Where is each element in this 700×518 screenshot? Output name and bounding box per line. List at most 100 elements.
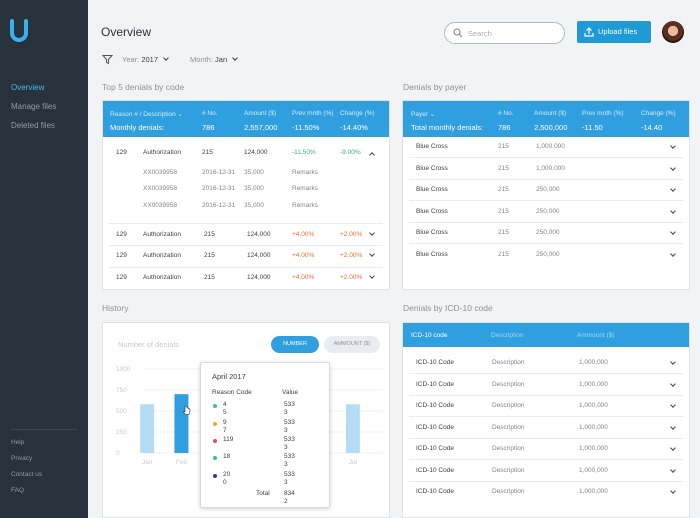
chevron-down-icon[interactable]: [670, 423, 676, 430]
payer-header: Payer ⌄ # No. Amount ($) Prev mnth (%) C…: [403, 101, 689, 137]
chevron-down-icon: [232, 55, 239, 61]
tooltip-col-code: Reason Code: [212, 389, 252, 396]
total-prev: -11.50%: [292, 123, 320, 132]
icd-code: ICD-10 Code: [416, 380, 454, 388]
search-input[interactable]: [468, 27, 558, 39]
chevron-down-icon[interactable]: [670, 186, 676, 192]
nav-overview[interactable]: Overview: [11, 83, 45, 92]
chevron-down-icon[interactable]: [369, 251, 375, 257]
tooltip-code: 20 0: [223, 471, 231, 486]
nav-manage-files[interactable]: Manage files: [11, 102, 57, 111]
payer-no: 215: [498, 229, 509, 236]
upload-files-label: Upload files: [598, 27, 638, 36]
divider: [409, 459, 683, 460]
icd-amount: 1,000,000: [579, 380, 608, 388]
col-payer-sort[interactable]: Payer ⌄: [411, 111, 436, 118]
chevron-down-icon: [163, 55, 169, 61]
total-amount: 2,557,000: [244, 123, 278, 132]
tooltip-value: 533 3: [284, 453, 295, 468]
filter-icon[interactable]: [101, 54, 114, 67]
payer-name: Blue Cross: [416, 229, 448, 236]
icd-header: ICD-10 code Description Ammount ($): [403, 323, 689, 347]
y-tick-label: 500: [116, 408, 127, 415]
payer-no: 215: [498, 207, 509, 215]
payer-no: 215: [498, 143, 509, 150]
y-tick-label: 1000: [116, 366, 131, 373]
chevron-down-icon[interactable]: [670, 402, 676, 408]
divider: [109, 267, 383, 268]
chevron-down-icon[interactable]: [670, 488, 676, 494]
bar-jul[interactable]: [345, 404, 360, 453]
divider: [409, 394, 683, 396]
col-reason-sort[interactable]: Reason # / Description ⌄: [110, 111, 184, 118]
tooltip-value: 533 3: [284, 436, 295, 451]
total-no: 786: [202, 123, 215, 132]
toggle-amount-button[interactable]: AMMOUNT ($): [324, 336, 380, 353]
search-box[interactable]: [444, 22, 565, 44]
payer-name: Blue Cross: [416, 207, 448, 215]
chevron-down-icon[interactable]: [670, 380, 676, 387]
y-tick-label: 750: [116, 387, 127, 394]
payer-amount: 250,000: [536, 250, 560, 258]
chevron-down-icon[interactable]: [670, 466, 676, 473]
icd-code: ICD-10 Code: [416, 488, 454, 495]
payer-amount: 250,000: [536, 207, 560, 215]
total-change: -14.40%: [340, 123, 368, 132]
chevron-down-icon: ⌄: [177, 111, 184, 118]
footer-contact-link[interactable]: Contact us: [11, 471, 43, 478]
year-filter[interactable]: Year: 2017: [122, 55, 182, 64]
divider: [409, 480, 683, 482]
tooltip-code: 119: [223, 436, 234, 443]
sidebar-divider: [11, 429, 77, 430]
tooltip-col-value: Value: [282, 389, 299, 396]
tooltip-value: 533 3: [284, 471, 295, 486]
footer-faq-link[interactable]: FAQ: [11, 487, 25, 494]
bar-feb[interactable]: [174, 394, 189, 453]
bar-jan[interactable]: [140, 404, 155, 453]
payer-amount: 250,000: [536, 186, 560, 193]
chevron-down-icon[interactable]: [670, 250, 676, 257]
tooltip-value: 533 3: [284, 419, 295, 434]
avatar[interactable]: [662, 21, 684, 43]
icd-amount: 1,000,000: [579, 402, 608, 409]
payer-no: 215: [498, 164, 509, 172]
icd-description: Description: [492, 423, 525, 431]
icd-description: Description: [492, 488, 525, 495]
chevron-down-icon[interactable]: [670, 164, 676, 171]
sidebar-nav: Overview Manage files Deleted files: [11, 83, 56, 140]
icd-description: Description: [492, 359, 525, 366]
payer-amount: 1,000,000: [536, 164, 565, 172]
col-no: # No.: [498, 110, 514, 117]
section-title-top5: Top 5 denials by code: [102, 82, 185, 92]
toggle-number-button[interactable]: NUMBER: [271, 336, 319, 353]
top5-card: Reason # / Description ⌄ # No. Amount ($…: [102, 100, 390, 290]
divider: [109, 223, 383, 224]
total-prev: -11.50: [582, 123, 603, 132]
total-label: Monthly denials:: [110, 123, 165, 132]
col-icd-code: ICD-10 code: [411, 332, 448, 339]
icd-amount: 1,000,000: [579, 466, 608, 474]
chevron-down-icon[interactable]: [369, 273, 375, 279]
legend-dot-icon: [213, 439, 217, 443]
chevron-down-icon[interactable]: [670, 143, 676, 149]
col-prev: Prev mnth (%): [582, 110, 624, 117]
y-tick-label: 0: [116, 450, 120, 457]
col-change: Change (%): [641, 110, 676, 117]
app-logo-icon[interactable]: [9, 19, 29, 45]
payer-card: Payer ⌄ # No. Amount ($) Prev mnth (%) C…: [402, 100, 690, 290]
chart-ylabel: Number of denials: [118, 340, 179, 349]
footer-privacy-link[interactable]: Privacy: [11, 455, 33, 462]
icd-amount: 1,000,000: [579, 445, 608, 452]
footer-help-link[interactable]: Help: [11, 439, 25, 446]
chevron-up-icon[interactable]: [369, 152, 375, 158]
nav-deleted-files[interactable]: Deleted files: [11, 121, 56, 130]
chevron-down-icon[interactable]: [369, 230, 375, 236]
chevron-down-icon[interactable]: [670, 359, 676, 365]
upload-files-button[interactable]: Upload files: [577, 21, 651, 43]
payer-no: 215: [498, 250, 509, 258]
chevron-down-icon[interactable]: [670, 229, 676, 235]
chevron-down-icon[interactable]: [670, 207, 676, 214]
chevron-down-icon[interactable]: [670, 445, 676, 451]
icd-description: Description: [492, 466, 525, 474]
month-filter[interactable]: Month: Jan: [190, 55, 260, 64]
